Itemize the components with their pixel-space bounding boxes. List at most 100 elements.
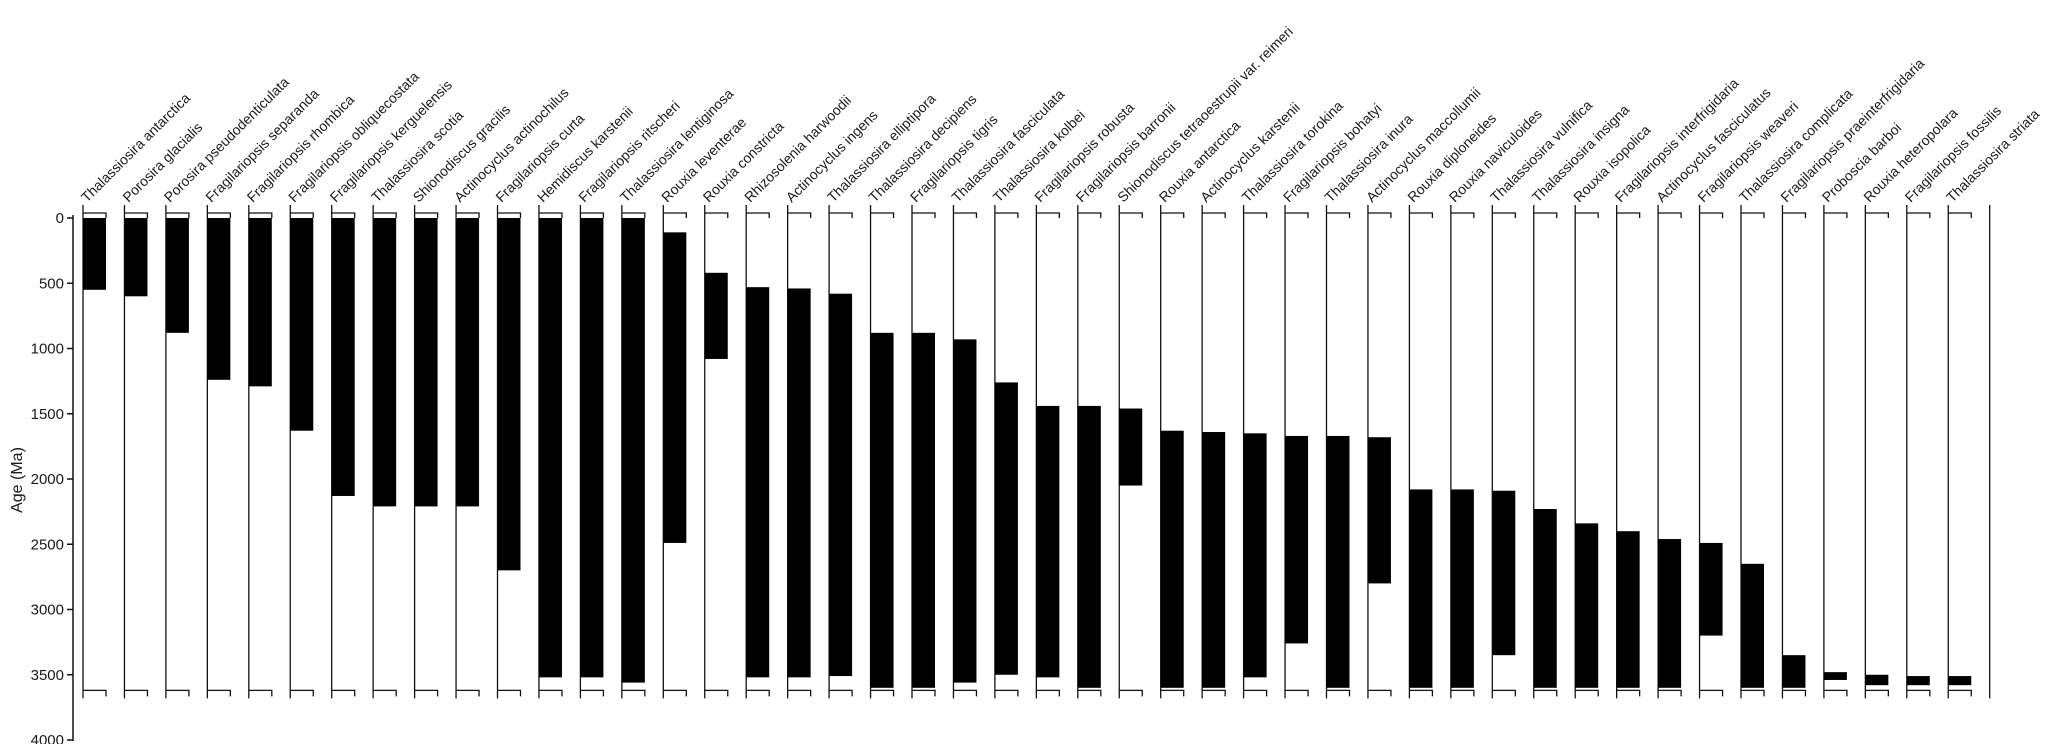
bottom-bracket bbox=[1492, 689, 1516, 697]
top-bracket bbox=[124, 212, 149, 218]
top-bracket bbox=[1906, 212, 1931, 218]
top-bracket bbox=[1450, 212, 1475, 218]
taxon-column: Porosira glacialis bbox=[119, 119, 205, 699]
top-bracket bbox=[1409, 212, 1434, 218]
top-bracket bbox=[290, 212, 314, 218]
taxon-column: Proboscia barboi bbox=[1819, 120, 1904, 699]
range-bar bbox=[248, 218, 272, 387]
top-bracket bbox=[1326, 212, 1351, 218]
bottom-bracket bbox=[290, 689, 314, 697]
range-bar bbox=[704, 272, 728, 359]
range-bar bbox=[1160, 430, 1184, 688]
bottom-bracket bbox=[787, 689, 812, 697]
range-bar bbox=[787, 288, 811, 678]
bottom-bracket bbox=[829, 689, 853, 697]
bottom-bracket bbox=[1533, 689, 1558, 697]
bottom-bracket bbox=[953, 689, 978, 697]
range-bar bbox=[497, 218, 521, 571]
bottom-bracket bbox=[1160, 689, 1185, 697]
taxon-column: Thalassiosira striata bbox=[1943, 106, 2043, 699]
bottom-bracket bbox=[1575, 689, 1599, 697]
bottom-bracket bbox=[621, 689, 646, 697]
bottom-bracket bbox=[165, 689, 190, 697]
y-tick-label: 1000 bbox=[31, 341, 64, 358]
range-bar bbox=[1575, 523, 1599, 688]
top-bracket bbox=[1367, 212, 1392, 218]
top-bracket bbox=[870, 212, 895, 218]
bottom-bracket bbox=[704, 689, 729, 697]
range-bar bbox=[331, 218, 355, 496]
range-bar bbox=[1741, 563, 1764, 688]
top-bracket bbox=[1616, 212, 1641, 218]
top-bracket bbox=[1948, 212, 1972, 218]
y-tick-label: 500 bbox=[39, 275, 64, 292]
range-bar bbox=[580, 218, 604, 678]
bottom-bracket bbox=[1906, 689, 1931, 697]
top-bracket bbox=[83, 212, 107, 218]
top-bracket bbox=[746, 212, 770, 218]
top-bracket bbox=[456, 212, 480, 218]
top-bracket bbox=[1741, 212, 1765, 218]
bottom-bracket bbox=[1077, 689, 1102, 697]
top-bracket bbox=[621, 212, 646, 218]
range-bar bbox=[1243, 433, 1267, 678]
range-bar bbox=[663, 232, 687, 543]
bottom-bracket bbox=[1243, 689, 1268, 697]
range-bar bbox=[538, 218, 562, 678]
top-bracket bbox=[1243, 212, 1268, 218]
top-bracket bbox=[1782, 212, 1807, 218]
bottom-bracket bbox=[456, 689, 480, 697]
y-axis-title: Age (Ma) bbox=[9, 447, 26, 513]
range-bar bbox=[124, 218, 148, 297]
y-tick-label: 3500 bbox=[31, 667, 64, 684]
bottom-bracket bbox=[994, 689, 1019, 697]
range-bar bbox=[373, 218, 397, 507]
top-bracket bbox=[663, 212, 687, 218]
range-bar bbox=[953, 339, 977, 683]
range-bar bbox=[746, 287, 770, 678]
bottom-bracket bbox=[1948, 689, 1972, 697]
bottom-bracket bbox=[663, 689, 687, 697]
top-bracket bbox=[538, 212, 563, 218]
top-bracket bbox=[497, 212, 522, 218]
range-bar bbox=[1409, 489, 1433, 688]
top-bracket bbox=[1119, 212, 1143, 218]
range-bar bbox=[912, 332, 935, 688]
bottom-bracket bbox=[414, 689, 439, 697]
range-bar bbox=[165, 218, 189, 333]
range-bar bbox=[290, 218, 314, 431]
top-bracket bbox=[414, 212, 439, 218]
top-bracket bbox=[1202, 212, 1226, 218]
top-bracket bbox=[1077, 212, 1102, 218]
taxon-column: Rouxia constricta bbox=[700, 118, 787, 699]
top-bracket bbox=[912, 212, 936, 218]
y-tick-label: 2500 bbox=[31, 536, 64, 553]
range-bar bbox=[994, 382, 1018, 675]
range-bar bbox=[207, 218, 231, 380]
bottom-bracket bbox=[538, 689, 563, 697]
top-bracket bbox=[953, 212, 978, 218]
range-bar bbox=[1492, 490, 1516, 656]
y-tick-label: 2000 bbox=[31, 471, 64, 488]
y-tick-label: 3000 bbox=[31, 602, 64, 619]
top-bracket bbox=[1036, 212, 1060, 218]
range-bar bbox=[1533, 509, 1557, 688]
range-bar bbox=[1077, 405, 1101, 688]
range-bar bbox=[414, 218, 438, 507]
range-bar bbox=[1948, 676, 1972, 686]
range-bar bbox=[1699, 542, 1723, 636]
bottom-bracket bbox=[1285, 689, 1309, 697]
top-bracket bbox=[1492, 212, 1516, 218]
bottom-bracket bbox=[207, 689, 232, 697]
range-bar bbox=[1202, 432, 1226, 688]
bottom-bracket bbox=[1326, 689, 1351, 697]
range-bar bbox=[1285, 435, 1309, 644]
range-bar bbox=[1865, 674, 1889, 686]
bottom-bracket bbox=[1119, 689, 1143, 697]
top-bracket bbox=[165, 212, 190, 218]
taxon-column: Rouxia isopolica bbox=[1570, 122, 1654, 699]
top-bracket bbox=[994, 212, 1019, 218]
top-bracket bbox=[331, 212, 356, 218]
